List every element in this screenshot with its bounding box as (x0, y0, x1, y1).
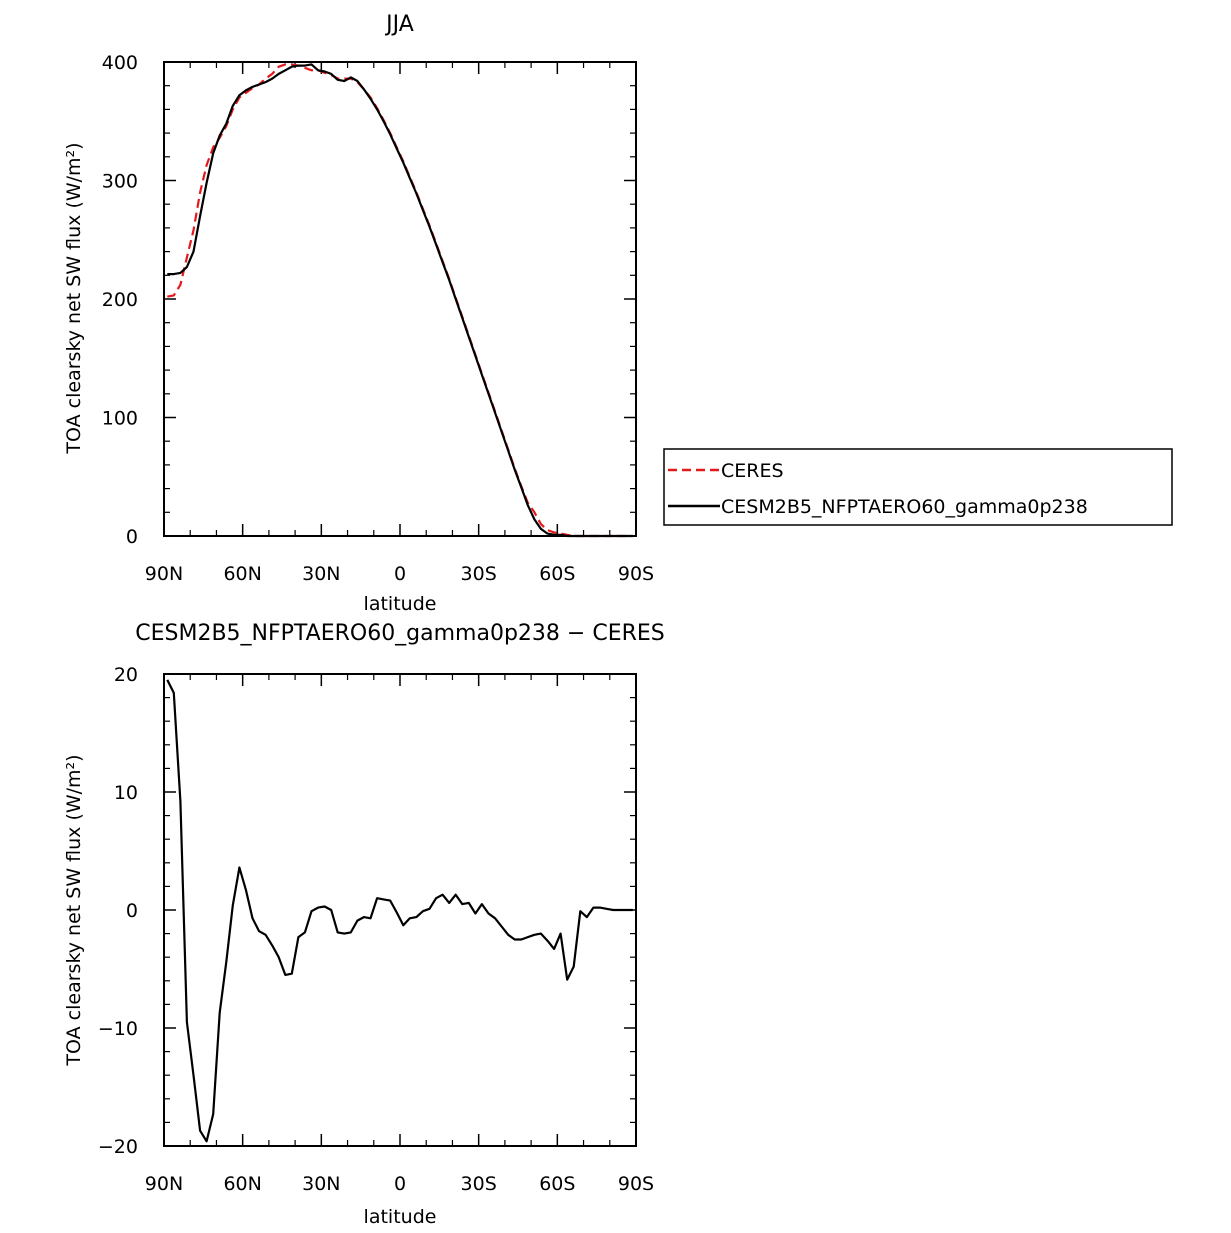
bottom-x-axis-label: latitude (364, 1206, 437, 1228)
top-y-tick-label: 200 (102, 289, 138, 311)
bottom-chart-title: CESM2B5_NFPTAERO60_gamma0p238 − CERES (135, 621, 665, 646)
bottom-y-tick-label: −20 (98, 1136, 138, 1158)
top-x-tick-label: 90S (618, 563, 654, 585)
bottom-x-tick-label: 0 (394, 1173, 406, 1195)
bottom-x-tick-label: 60S (539, 1173, 575, 1195)
bottom-y-tick-label: −10 (98, 1018, 138, 1040)
top-x-tick-label: 30N (302, 563, 340, 585)
top-y-axis-label: TOA clearsky net SW flux (W/m²) (63, 142, 85, 454)
bottom-x-tick-label: 30S (461, 1173, 497, 1195)
legend-label-ceres: CERES (721, 460, 784, 482)
top-x-tick-label: 60S (539, 563, 575, 585)
bottom-y-tick-label: 10 (114, 782, 138, 804)
bottom-x-tick-label: 30N (302, 1173, 340, 1195)
legend-box (663, 448, 1173, 526)
bottom-y-tick-label: 0 (126, 900, 138, 922)
top-x-tick-label: 60N (223, 563, 261, 585)
bottom-x-tick-label: 60N (223, 1173, 261, 1195)
bottom-panel: CESM2B5_NFPTAERO60_gamma0p238 − CERES TO… (63, 621, 665, 1228)
bottom-x-tick-label: 90S (618, 1173, 654, 1195)
bottom-series-line-difference (166, 679, 633, 1143)
legend-label-cesm: CESM2B5_NFPTAERO60_gamma0p238 (721, 496, 1088, 518)
top-y-tick-label: 100 (102, 408, 138, 430)
bottom-y-tick-label: 20 (114, 664, 138, 686)
top-x-tick-label: 0 (394, 563, 406, 585)
top-chart-title: JJA (384, 12, 414, 37)
bottom-plot-frame (163, 673, 637, 1147)
legend: CERES CESM2B5_NFPTAERO60_gamma0p238 (663, 448, 1173, 526)
bottom-axis-ticks: 90N 60N 30N 0 30S 60S 90S −20 −10 0 10 20 (98, 664, 654, 1195)
top-panel: JJA TOA clearsky net SW flux (W/m²) lati… (63, 12, 1173, 615)
top-x-axis-label: latitude (364, 593, 437, 615)
top-series-lines (167, 63, 633, 538)
top-y-tick-label: 400 (102, 52, 138, 74)
top-x-tick-label: 90N (145, 563, 183, 585)
top-y-tick-label: 0 (126, 526, 138, 548)
top-axis-ticks: 90N 60N 30N 0 30S 60S 90S 0 100 200 300 400 (102, 52, 654, 585)
bottom-x-tick-label: 90N (145, 1173, 183, 1195)
top-plot-frame (163, 61, 637, 537)
bottom-y-axis-label: TOA clearsky net SW flux (W/m²) (63, 754, 85, 1066)
top-x-tick-label: 30S (461, 563, 497, 585)
top-y-tick-label: 300 (102, 171, 138, 193)
top-series-line-ceres (167, 63, 633, 538)
top-series-line-cesm2b5-nfptaero60-gamma0p238 (167, 63, 633, 538)
bottom-series-lines (166, 679, 633, 1143)
